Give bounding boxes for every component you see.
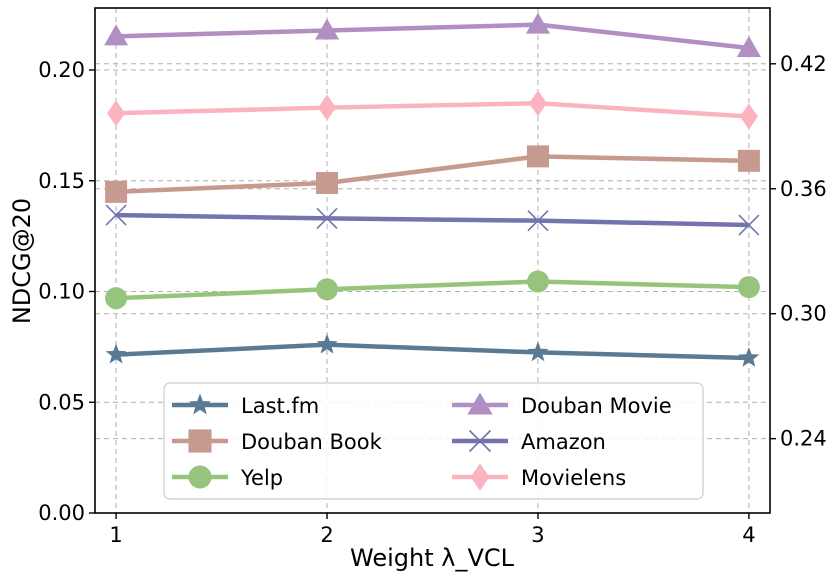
legend-label: Last.fm — [241, 394, 319, 418]
legend-marker — [189, 393, 211, 415]
data-point-yelp — [737, 276, 760, 299]
legend-item-douban-book: Douban Book — [172, 429, 383, 454]
legend-label: Douban Movie — [521, 394, 672, 418]
marker-stroke — [105, 204, 127, 226]
series-line-amazon — [116, 212, 749, 228]
y-tick-label: 0.20 — [38, 58, 85, 82]
x-tick-label: 3 — [531, 523, 544, 547]
legend-marker — [470, 463, 490, 491]
marker-stroke — [527, 210, 549, 232]
data-point-last-fm — [527, 341, 549, 362]
data-point-douban-movie — [104, 24, 129, 46]
data-point-last-fm — [105, 343, 127, 364]
x-tick-label: 1 — [109, 523, 122, 547]
data-point-last-fm — [316, 333, 338, 354]
legend-marker — [467, 392, 493, 415]
legend-label: Movielens — [521, 466, 626, 490]
series-line-douban-movie — [116, 22, 750, 51]
data-point-douban-book — [526, 145, 549, 168]
data-point-douban-book — [316, 171, 339, 194]
data-point-movielens — [107, 100, 126, 127]
series-douban-book — [105, 145, 760, 203]
series-line-douban-book — [115, 154, 749, 195]
data-point-yelp — [316, 278, 339, 301]
legend-marker — [188, 465, 212, 489]
marker-stroke — [316, 207, 338, 229]
legend-item-last-fm: Last.fm — [172, 393, 319, 418]
series-douban-movie — [104, 12, 761, 57]
series-line-last-fm — [115, 342, 749, 361]
data-point-movielens — [528, 90, 547, 117]
y-tick-label: 0.10 — [38, 280, 85, 304]
data-point-movielens — [318, 94, 337, 121]
data-point-amazon — [527, 210, 549, 232]
legend: Last.fm Douban Book Yelp Douban Movie Amazon… — [163, 382, 704, 500]
data-point-douban-movie — [315, 18, 340, 40]
data-point-douban-book — [105, 180, 128, 203]
x-tick-label: 2 — [320, 523, 333, 547]
legend-label: Yelp — [240, 466, 283, 490]
x-tick-label: 4 — [742, 523, 755, 547]
y-tick-label: 0.00 — [38, 501, 85, 525]
legend-label: Douban Book — [241, 430, 383, 454]
series-layer — [104, 12, 761, 367]
legend-label: Amazon — [521, 430, 606, 454]
marker-stroke — [468, 429, 492, 453]
legend-item-movielens: Movielens — [452, 463, 626, 491]
y-tick-label: 0.15 — [38, 169, 85, 193]
series-amazon — [105, 204, 760, 236]
legend-item-yelp: Yelp — [172, 465, 283, 490]
secondary-y-tick-label: 0.42 — [780, 52, 827, 76]
data-point-amazon — [316, 207, 338, 229]
y-axis-label: NDCG@20 — [8, 198, 36, 324]
secondary-y-tick-label: 0.30 — [780, 302, 827, 326]
x-axis-label: Weight λ_VCL — [350, 544, 515, 572]
legend-item-amazon: Amazon — [452, 429, 606, 454]
series-yelp — [105, 270, 760, 310]
data-point-yelp — [105, 287, 128, 310]
marker-stroke — [738, 214, 760, 236]
legend-marker — [468, 429, 492, 453]
secondary-y-tick-label: 0.24 — [780, 427, 827, 451]
data-point-douban-book — [737, 149, 760, 172]
legend-item-douban-movie: Douban Movie — [452, 392, 672, 418]
data-point-amazon — [738, 214, 760, 236]
legend-box — [163, 382, 704, 500]
data-point-last-fm — [738, 346, 760, 367]
series-movielens — [107, 90, 758, 130]
data-point-yelp — [526, 270, 549, 293]
series-line-yelp — [115, 279, 749, 301]
plot-frame — [94, 7, 771, 514]
y-tick-label: 0.05 — [38, 390, 85, 414]
data-point-movielens — [739, 103, 758, 130]
data-point-amazon — [105, 204, 127, 226]
data-point-douban-movie — [525, 12, 550, 34]
legend-marker — [188, 429, 212, 453]
series-last-fm — [105, 333, 760, 367]
data-point-douban-movie — [736, 35, 761, 57]
axis-ticks: 1 2 3 4 0.00 0.05 0.10 0.15 0.20 0.24 0.30 0.36 0.42 — [38, 52, 827, 547]
series-line-movielens — [116, 100, 750, 119]
secondary-y-tick-label: 0.36 — [780, 177, 827, 201]
